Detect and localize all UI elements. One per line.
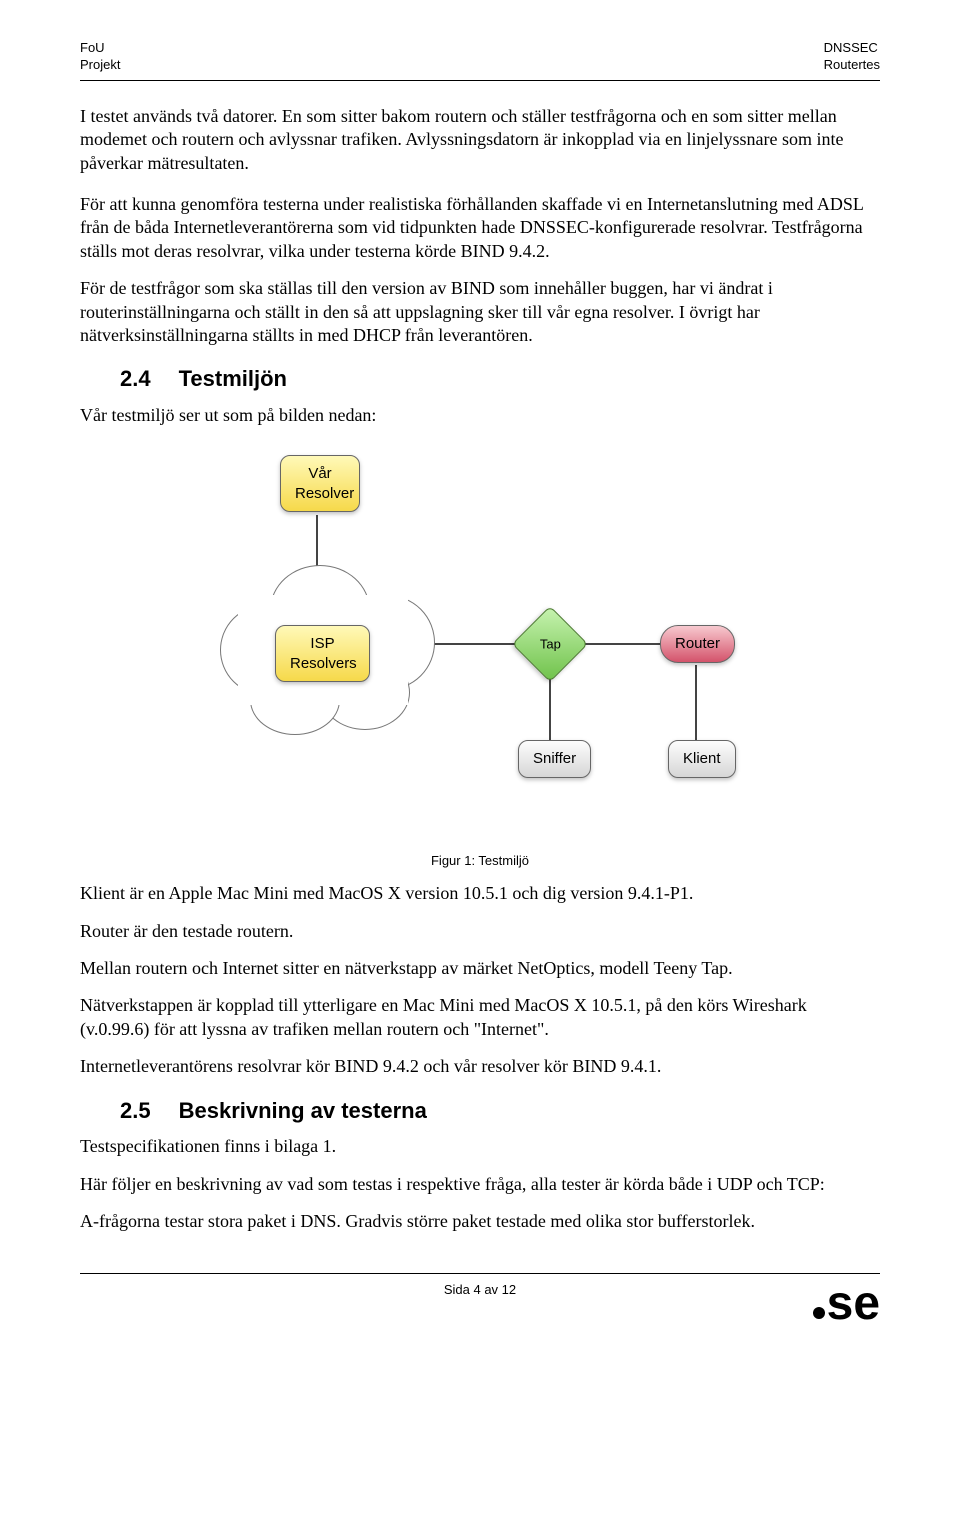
section-2-4-title: Testmiljön [179, 366, 287, 391]
node-tap-label: Tap [523, 637, 577, 654]
node-var-resolver-l1: Vår [295, 464, 345, 484]
paragraph-4: Vår testmiljö ser ut som på bilden nedan… [80, 404, 880, 427]
section-2-5-title: Beskrivning av testerna [179, 1098, 427, 1123]
line-router-down [695, 665, 697, 740]
node-isp-resolvers: ISP Resolvers [275, 625, 370, 682]
footer-page-number: Sida 4 av 12 [347, 1282, 614, 1299]
header-right-line2: Routertes [824, 57, 880, 74]
paragraph-11: Här följer en beskrivning av vad som tes… [80, 1173, 880, 1196]
paragraph-7: Mellan routern och Internet sitter en nä… [80, 957, 880, 980]
node-isp-l2: Resolvers [290, 654, 355, 674]
paragraph-1: I testet används två datorer. En som sit… [80, 105, 880, 175]
node-klient-label: Klient [683, 750, 721, 767]
section-2-5-number: 2.5 [120, 1098, 151, 1123]
header-right-line1: DNSSEC [824, 40, 880, 57]
figure-1-caption: Figur 1: Testmiljö [80, 853, 880, 870]
paragraph-9: Internetleverantörens resolvrar kör BIND… [80, 1055, 880, 1078]
node-tap: Tap [512, 606, 588, 682]
page-header: FoU Projekt DNSSEC Routertes [80, 40, 880, 81]
node-var-resolver: Vår Resolver [280, 455, 360, 512]
paragraph-8: Nätverkstappen är kopplad till ytterliga… [80, 994, 880, 1041]
node-router: Router [660, 625, 735, 663]
paragraph-5: Klient är en Apple Mac Mini med MacOS X … [80, 882, 880, 905]
paragraph-3: För de testfrågor som ska ställas till d… [80, 277, 880, 347]
node-sniffer-label: Sniffer [533, 750, 576, 767]
paragraph-6: Router är den testade routern. [80, 920, 880, 943]
section-2-4-heading: 2.4 Testmiljön [120, 365, 880, 394]
header-left-line2: Projekt [80, 57, 120, 74]
logo-se: se [813, 1277, 880, 1330]
node-isp-l1: ISP [290, 634, 355, 654]
testmiljo-diagram: Vår Resolver ISP Resolvers Tap Router [210, 445, 750, 845]
section-2-4-number: 2.4 [120, 366, 151, 391]
figure-1: Vår Resolver ISP Resolvers Tap Router [80, 445, 880, 845]
paragraph-10: Testspecifikationen finns i bilaga 1. [80, 1135, 880, 1158]
logo-dot-icon [813, 1307, 825, 1319]
node-sniffer: Sniffer [518, 740, 591, 778]
node-router-label: Router [675, 635, 720, 652]
logo-se-text: se [827, 1277, 880, 1330]
header-right: DNSSEC Routertes [824, 40, 880, 74]
header-left: FoU Projekt [80, 40, 120, 74]
paragraph-2: För att kunna genomföra testerna under r… [80, 193, 880, 263]
line-tap-down [549, 670, 551, 740]
paragraph-12: A-frågorna testar stora paket i DNS. Gra… [80, 1210, 880, 1233]
node-var-resolver-l2: Resolver [295, 484, 345, 504]
cloud-isp: ISP Resolvers [210, 555, 450, 735]
header-left-line1: FoU [80, 40, 120, 57]
page-footer: Sida 4 av 12 se [80, 1273, 880, 1325]
node-klient: Klient [668, 740, 736, 778]
section-2-5-heading: 2.5 Beskrivning av testerna [120, 1097, 880, 1126]
